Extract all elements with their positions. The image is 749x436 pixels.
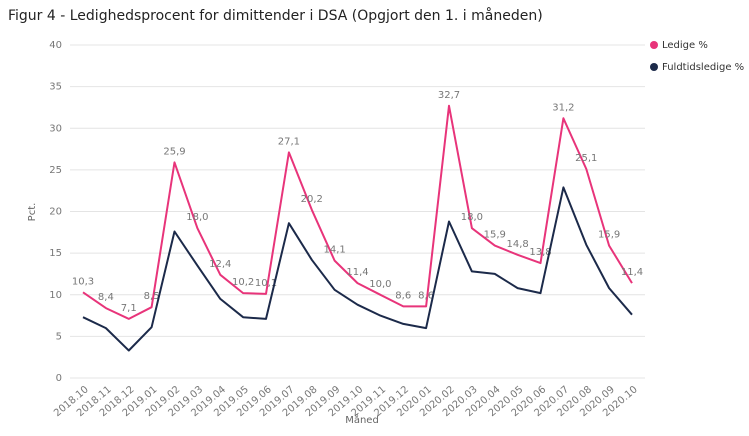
legend-marker [650,63,658,71]
y-axis-label: Pct. [27,203,38,222]
data-label: 12,4 [209,259,231,270]
y-tick-label: 0 [56,373,62,384]
data-label: 14,8 [506,239,528,250]
data-label: 11,4 [621,267,643,278]
legend-marker [650,41,658,49]
data-label: 25,9 [163,146,185,157]
data-label: 32,7 [438,90,460,101]
data-label: 15,9 [484,230,506,241]
data-label: 13,8 [529,247,551,258]
x-axis-label: Måned [345,413,379,426]
data-label: 15,9 [598,230,620,241]
data-label: 20,2 [301,194,323,205]
y-tick-label: 5 [56,331,62,342]
data-label: 11,4 [346,267,368,278]
data-label: 27,1 [278,136,300,147]
data-label: 18,0 [461,212,483,223]
y-tick-label: 15 [49,248,62,259]
data-label: 8,6 [395,290,411,301]
legend-label: Fuldtidsledige % [662,62,744,73]
y-tick-label: 10 [49,290,62,301]
data-label: 8,5 [144,291,160,302]
legend-label: Ledige % [662,40,708,51]
series-line [82,104,633,320]
data-label: 7,1 [121,303,137,314]
data-label: 10,1 [255,278,277,289]
data-label: 8,4 [98,292,114,303]
data-label: 14,1 [323,245,345,256]
chart-title: Figur 4 - Ledighedsprocent for dimittend… [8,7,543,24]
data-label: 8,6 [418,290,434,301]
y-tick-label: 35 [49,82,62,93]
y-tick-label: 40 [49,40,62,51]
data-label: 10,0 [369,279,391,290]
series-line [82,186,633,352]
y-tick-label: 30 [49,123,62,134]
data-label: 10,3 [72,276,94,287]
data-label: 25,1 [575,153,597,164]
data-label: 31,2 [552,102,574,113]
data-label: 10,2 [232,277,254,288]
y-tick-label: 25 [49,165,62,176]
data-label: 18,0 [186,212,208,223]
y-tick-label: 20 [49,207,62,218]
